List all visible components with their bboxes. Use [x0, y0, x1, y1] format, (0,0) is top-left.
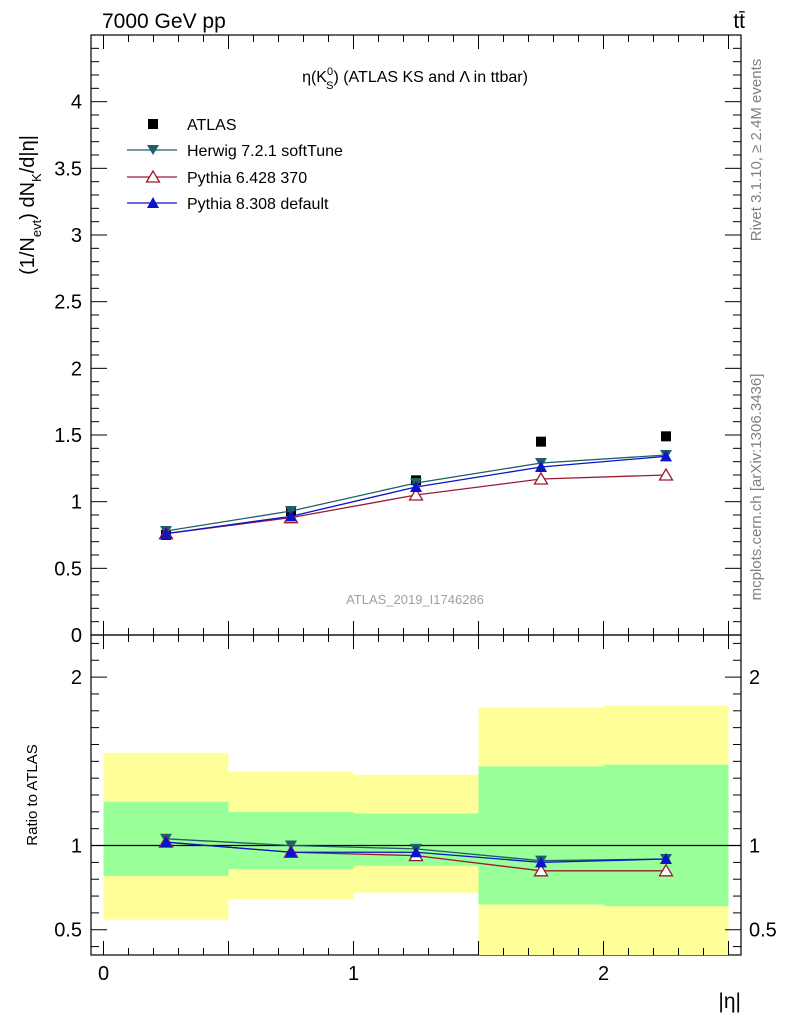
mcplots-credit-label: mcplots.cern.ch [arXiv:1306.3436] — [748, 374, 765, 601]
ylabel-sub1: evt — [29, 219, 44, 237]
legend-herwig-label: Herwig 7.2.1 softTune — [187, 143, 343, 160]
x-tick-label: 1 — [348, 963, 359, 985]
main-point-0 — [536, 436, 546, 447]
ylabel-a: (1/N — [17, 237, 39, 275]
ratio-inner-band — [228, 811, 354, 870]
x-tick-label: 2 — [598, 963, 609, 985]
ratio-point-2 — [285, 846, 297, 858]
legend-atlas-marker — [148, 119, 158, 129]
ratio-point-1 — [658, 863, 674, 877]
ratio-inner-band — [478, 766, 604, 905]
analysis-watermark: ATLAS_2019_I1746286 — [346, 592, 484, 607]
main-y-tick-label: 3.5 — [54, 158, 82, 180]
main-y-tick-label: 2 — [71, 358, 82, 380]
title-sup: 0 — [327, 66, 333, 78]
main-y-tick-label: 0 — [71, 625, 82, 647]
main-point-2 — [533, 471, 549, 485]
main-y-tick-label: 4 — [71, 92, 82, 114]
main-y-tick-label: 2.5 — [54, 292, 82, 314]
ratio-point-2 — [535, 856, 547, 868]
main-y-tick-label: 1 — [71, 492, 82, 514]
energy-label: 7000 GeV pp — [102, 10, 226, 33]
main-point-2 — [658, 467, 674, 481]
legend-item-pythia8: Pythia 8.308 default — [127, 196, 329, 213]
main-point-3 — [535, 461, 547, 472]
legend-pythia8-marker — [147, 197, 159, 208]
legend: ATLAS Herwig 7.2.1 softTune Pythia 6.428… — [127, 117, 343, 213]
x-tick-label: 0 — [98, 963, 109, 985]
ylabel-b: ) dN — [17, 182, 39, 220]
legend-pythia6-marker — [145, 169, 161, 183]
title-pre: η(K — [302, 69, 327, 86]
ratio-y-tick-label-right: 1 — [749, 836, 760, 858]
ratio-inner-band — [603, 764, 729, 907]
ratio-y-tick-label: 1 — [71, 836, 82, 858]
legend-pythia8-label: Pythia 8.308 default — [187, 196, 329, 213]
main-point-0 — [661, 431, 671, 442]
legend-pythia6-label: Pythia 6.428 370 — [187, 170, 307, 187]
ratio-y-tick-label: 0.5 — [54, 920, 82, 942]
main-y-tick-label: 1.5 — [54, 425, 82, 447]
main-point-3 — [285, 510, 297, 522]
legend-herwig-marker — [147, 145, 159, 155]
rivet-version-label: Rivet 3.1.10, ≥ 2.4M events — [748, 59, 765, 242]
main-point-2 — [408, 487, 424, 501]
process-label: tt̄ — [733, 10, 745, 33]
x-axis-label: |η| — [718, 990, 741, 1013]
main-point-3 — [410, 481, 422, 492]
ratio-point-2 — [410, 846, 422, 858]
main-y-tick-label: 0.5 — [54, 558, 82, 580]
ylabel-sub2: K — [29, 173, 44, 182]
ratio-point-2 — [160, 836, 172, 848]
main-point-3 — [660, 450, 672, 462]
ylabel-c: /d|η| — [17, 135, 39, 173]
main-y-tick-label: 3 — [71, 225, 82, 247]
ratio-plot-layer: 0 1 2 0.5 0.5 1 1 2 2 — [54, 635, 777, 985]
legend-item-atlas: ATLAS — [148, 117, 237, 134]
main-plot-title: η(K0 S) (ATLAS KS and Λ in ttbar) — [302, 66, 528, 92]
legend-item-herwig: Herwig 7.2.1 softTune — [127, 143, 343, 160]
legend-atlas-label: ATLAS — [187, 117, 237, 134]
main-y-axis-label: (1/Nevt) dNK/d|η| — [17, 135, 44, 275]
legend-item-pythia6: Pythia 6.428 370 — [127, 169, 307, 187]
ratio-y-tick-label: 2 — [71, 667, 82, 689]
ratio-y-axis-label: Ratio to ATLAS — [24, 744, 41, 845]
main-point-3 — [160, 527, 172, 539]
ratio-y-tick-label-right: 0.5 — [749, 920, 777, 942]
title-post: ) (ATLAS KS and Λ in ttbar) — [333, 69, 527, 86]
ratio-point-1 — [533, 863, 549, 877]
title-sub: S — [326, 80, 333, 92]
main-plot-layer: 0 0.5 1 1.5 2 2.5 3 3.5 4 — [54, 34, 741, 647]
ratio-y-tick-label-right: 2 — [749, 667, 760, 689]
ratio-point-2 — [660, 853, 672, 864]
